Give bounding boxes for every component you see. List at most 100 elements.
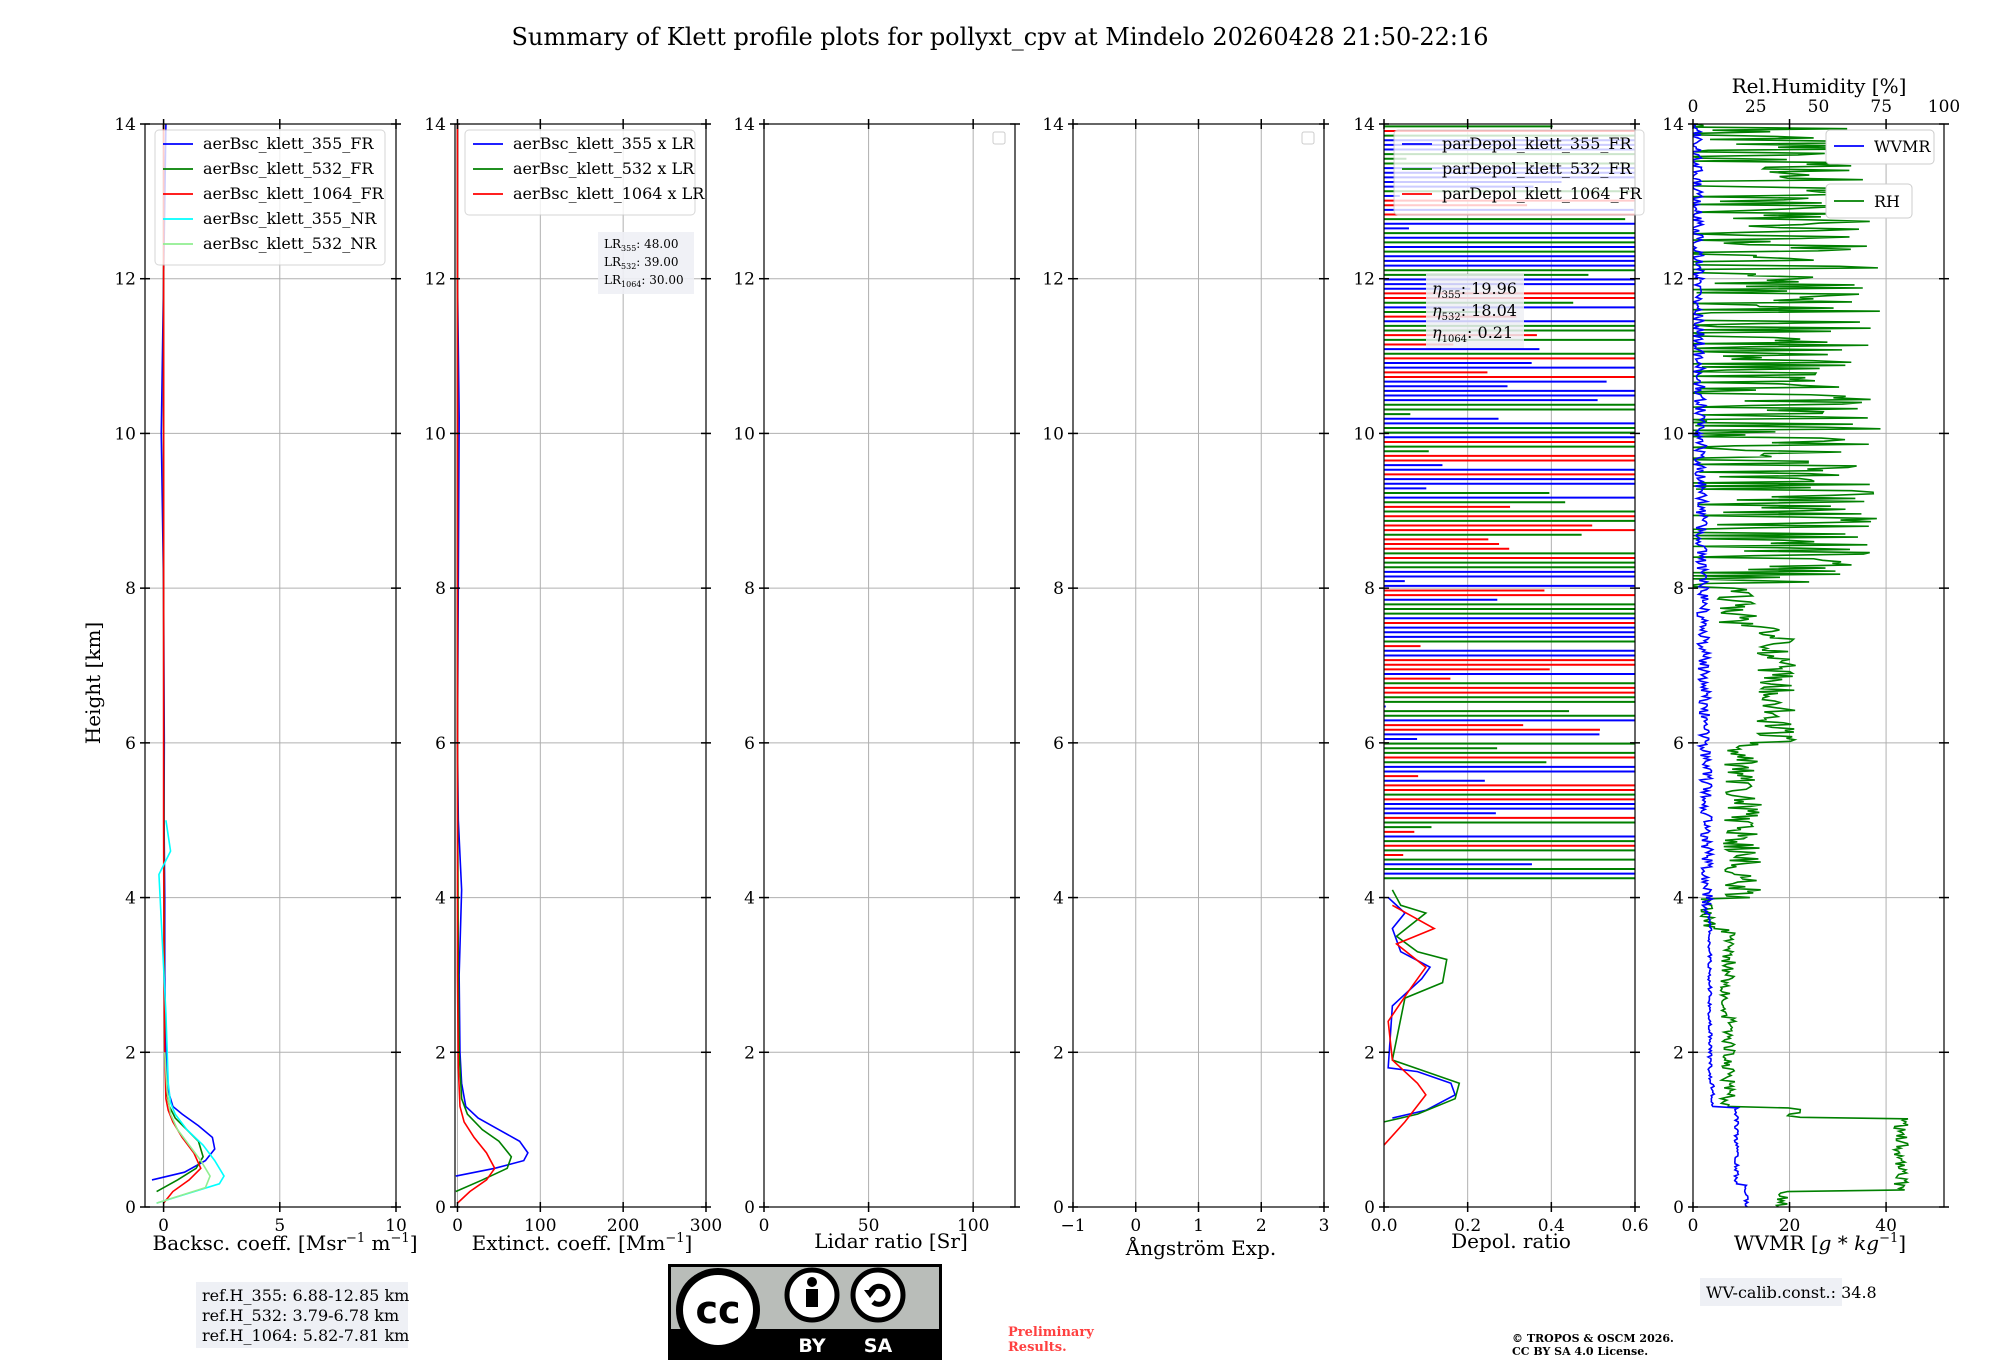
figure-title: Summary of Klett profile plots for polly… bbox=[511, 23, 1488, 51]
x-tick-label: 0.0 bbox=[1370, 1216, 1397, 1236]
panel-ext: 0 2 4 6 8 10 12 14 0 100 200 300 aerBsc_klett_355 x … bbox=[424, 115, 722, 1236]
legend-entry: aerBsc_klett_355_FR bbox=[203, 134, 374, 153]
y-tick-label: 14 bbox=[1662, 115, 1684, 135]
panel-bsc: 0 2 4 6 8 10 12 14 0 5 10 aerBsc_klett_355_FR aerBsc… bbox=[114, 115, 406, 1236]
axes-frame bbox=[763, 123, 1016, 1208]
x-tick-label: 50 bbox=[858, 1216, 880, 1236]
y-tick-label: 4 bbox=[1673, 889, 1684, 909]
empty-legend-box bbox=[992, 131, 1006, 145]
axes-frame bbox=[1692, 123, 1945, 1208]
x-tick-label: 300 bbox=[690, 1216, 722, 1236]
y-tick-label: 12 bbox=[424, 270, 446, 290]
svg-text:ref.H_532: 3.79-6.78 km: ref.H_532: 3.79-6.78 km bbox=[202, 1306, 399, 1325]
y-tick-label: 8 bbox=[1053, 579, 1064, 599]
x-tick-label: 2 bbox=[1256, 1216, 1267, 1236]
y-tick-label: 0 bbox=[744, 1198, 755, 1218]
svg-text:BY: BY bbox=[798, 1335, 825, 1357]
lr-info-box: LR355: 48.00 LR532: 39.00 LR1064: 30.00 bbox=[598, 232, 694, 294]
svg-text:η1064: 0.21: η1064: 0.21 bbox=[1432, 323, 1513, 345]
series-aerBsc_klett_355_FR bbox=[151, 124, 216, 1181]
y-tick-label: 12 bbox=[1042, 270, 1064, 290]
y-tick-label: 0 bbox=[1673, 1198, 1684, 1218]
svg-text:η355: 19.96: η355: 19.96 bbox=[1432, 279, 1517, 301]
y-tick-label: 4 bbox=[1053, 889, 1064, 909]
y-tick-label: 6 bbox=[435, 734, 446, 754]
series-parDepol_klett_532_FR bbox=[1384, 889, 1461, 1123]
eta-info-box: η355: 19.96 η532: 18.04 η1064: 0.21 bbox=[1426, 274, 1524, 348]
svg-text:SA: SA bbox=[864, 1335, 893, 1357]
x-tick-label: −1 bbox=[1060, 1216, 1085, 1236]
empty-legend-box bbox=[1301, 131, 1315, 145]
y-tick-label: 6 bbox=[1364, 734, 1375, 754]
legend-box-rh bbox=[1825, 183, 1913, 219]
y-tick-label: 10 bbox=[1042, 424, 1064, 444]
series-aerBsc_klett_355_NR bbox=[156, 820, 225, 1204]
x-tick-label: 0 bbox=[759, 1216, 770, 1236]
y-tick-label: 0 bbox=[1053, 1198, 1064, 1218]
rh-top-tick-label: 0 bbox=[1688, 97, 1699, 117]
y-tick-label: 4 bbox=[435, 889, 446, 909]
y-tick-label: 10 bbox=[1353, 424, 1375, 444]
xlabel-backscatter: Backsc. coeff. [Msr−1 m−1] bbox=[153, 1231, 418, 1255]
svg-text:η532: 18.04: η532: 18.04 bbox=[1432, 301, 1517, 323]
legend-entry: aerBsc_klett_1064 x LR bbox=[513, 184, 705, 203]
y-tick-label: 2 bbox=[1673, 1043, 1684, 1063]
svg-text:ref.H_355: 6.88-12.85 km: ref.H_355: 6.88-12.85 km bbox=[202, 1286, 409, 1305]
y-tick-label: 6 bbox=[125, 734, 136, 754]
y-tick-label: 12 bbox=[114, 270, 136, 290]
svg-text:WV-calib.const.: 34.8: WV-calib.const.: 34.8 bbox=[1706, 1283, 1877, 1302]
sa-share-icon bbox=[850, 1267, 906, 1323]
xlabel-extinction: Extinct. coeff. [Mm−1] bbox=[472, 1231, 693, 1255]
x-tick-label: 0 bbox=[452, 1216, 463, 1236]
legend-entry: aerBsc_klett_1064_FR bbox=[203, 184, 385, 203]
x-tick-label: 40 bbox=[1875, 1216, 1897, 1236]
y-tick-label: 6 bbox=[1053, 734, 1064, 754]
y-tick-label: 4 bbox=[1364, 889, 1375, 909]
y-tick-label: 10 bbox=[733, 424, 755, 444]
x-tick-label: 3 bbox=[1319, 1216, 1330, 1236]
y-tick-label: 8 bbox=[1673, 579, 1684, 599]
preliminary-note: Preliminary bbox=[1008, 1325, 1094, 1340]
y-tick-label: 14 bbox=[114, 115, 136, 135]
series-aerBsc_klett_532 x LR bbox=[455, 124, 513, 1193]
y-tick-label: 2 bbox=[1053, 1043, 1064, 1063]
xlabel-lidar-ratio: Lidar ratio [Sr] bbox=[814, 1229, 968, 1253]
xlabel-depol: Depol. ratio bbox=[1451, 1229, 1571, 1253]
copyright-line-1: © TROPOS & OSCM 2026. bbox=[1512, 1332, 1674, 1345]
legend-entry: parDepol_klett_532_FR bbox=[1442, 159, 1633, 178]
y-tick-label: 12 bbox=[1353, 270, 1375, 290]
x-tick-label: 1 bbox=[1193, 1216, 1204, 1236]
y-tick-label: 14 bbox=[733, 115, 755, 135]
rh-top-tick-label: 100 bbox=[1928, 97, 1960, 117]
legend-box bbox=[464, 129, 696, 216]
y-tick-label: 2 bbox=[744, 1043, 755, 1063]
wv-calib-box: WV-calib.const.: 34.8 bbox=[1700, 1278, 1877, 1306]
x-tick-label: 0.2 bbox=[1454, 1216, 1481, 1236]
x-tick-label: 0 bbox=[158, 1216, 169, 1236]
x-tick-label: 0 bbox=[1130, 1216, 1141, 1236]
x-tick-label: 5 bbox=[274, 1216, 285, 1236]
y-tick-label: 6 bbox=[744, 734, 755, 754]
y-tick-label: 12 bbox=[733, 270, 755, 290]
axes-frame bbox=[1383, 123, 1636, 1208]
x-tick-label: 20 bbox=[1779, 1216, 1801, 1236]
preliminary-note-2: Results. bbox=[1008, 1340, 1067, 1355]
x-tick-label: 0.4 bbox=[1538, 1216, 1565, 1236]
series-group bbox=[455, 124, 529, 1204]
y-tick-label: 4 bbox=[744, 889, 755, 909]
cc-by-sa-badge: cc BY SA bbox=[668, 1264, 942, 1360]
x-tick-label: 100 bbox=[957, 1216, 989, 1236]
svg-text:LR532: 39.00: LR532: 39.00 bbox=[604, 255, 679, 271]
rh-top-axis-label: Rel.Humidity [%] bbox=[1732, 74, 1907, 98]
x-tick-label: 0.6 bbox=[1621, 1216, 1648, 1236]
y-axis-label: Height [km] bbox=[81, 622, 105, 744]
series-aerBsc_klett_532_NR bbox=[156, 1052, 211, 1204]
legend-entry: aerBsc_klett_355_NR bbox=[203, 209, 377, 228]
x-tick-label: 200 bbox=[607, 1216, 639, 1236]
y-tick-label: 8 bbox=[125, 579, 136, 599]
y-tick-label: 2 bbox=[125, 1043, 136, 1063]
legend-entry: aerBsc_klett_532_NR bbox=[203, 234, 377, 253]
axes-frame bbox=[454, 123, 707, 1208]
legend-entry-rh: RH bbox=[1874, 192, 1900, 211]
